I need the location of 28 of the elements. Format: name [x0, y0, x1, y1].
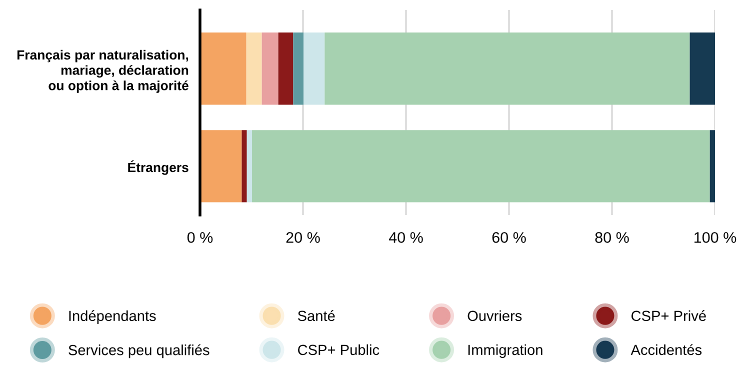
legend-label: Immigration [468, 344, 542, 358]
legend-label: Accidentés [630, 344, 702, 356]
legend-label: Indépendants [69, 310, 156, 324]
x-tick-label: 60 % [492, 232, 526, 243]
bar [278, 32, 294, 105]
bar [710, 130, 715, 202]
bar [690, 32, 715, 105]
bar [200, 32, 246, 105]
bar [262, 32, 278, 105]
legend-label: Ouvriers [468, 310, 522, 322]
x-tick-label: 0 % [187, 232, 213, 243]
bar [246, 130, 252, 202]
x-tick-label: 40 % [388, 232, 423, 243]
legend-label: Services peu qualifiés [68, 344, 210, 358]
bar [293, 32, 304, 105]
x-tick-label: 80 % [595, 232, 629, 243]
legend-label: Santé [298, 310, 335, 322]
bar [246, 32, 262, 105]
bar [200, 130, 242, 202]
y-tick-label: Français par naturalisation, mariage, déclaration ou option à la majorité [17, 50, 188, 93]
bar [304, 32, 325, 105]
legend-label: CSP+ Public [298, 344, 380, 356]
x-tick-label: 100 % [694, 232, 736, 243]
bar [242, 130, 247, 202]
y-tick-label: Étrangers [128, 160, 188, 175]
legend-label: CSP+ Privé [631, 310, 706, 322]
x-tick-label: 20 % [286, 232, 320, 243]
bar [324, 32, 690, 105]
